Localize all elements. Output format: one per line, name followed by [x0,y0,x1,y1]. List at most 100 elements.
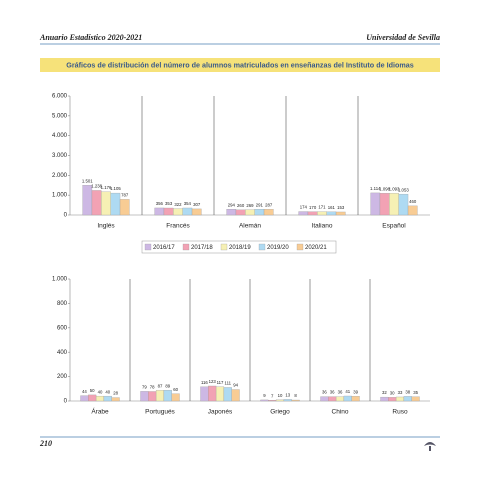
value-label: 307 [193,202,201,207]
bar [335,211,346,216]
legend-swatch [182,243,190,251]
value-label: 1.093 [389,186,400,191]
bar [411,396,420,402]
value-label: 787 [121,193,129,198]
y-tick-label: 2.000 [52,173,68,179]
bar [148,391,157,402]
value-label: 40 [98,389,103,394]
bar [110,192,121,216]
value-label: 39 [353,389,358,394]
bar [200,386,209,402]
y-tick-label: 1.000 [52,193,68,199]
x-tick-label: Inglés [97,223,115,230]
y-tick-label: 3.000 [52,153,68,159]
bar [317,211,327,216]
value-label: 1.114 [370,186,381,191]
value-label: 260 [237,203,245,208]
y-tick-label: 4.000 [52,133,68,139]
legend-swatch [144,243,152,251]
legend-label: 2020/21 [305,245,327,251]
bar [407,205,418,216]
value-label: 7 [271,393,274,398]
value-label: 161 [328,205,336,210]
value-label: 8 [294,393,297,398]
bar [283,399,292,402]
y-tick-label: 1.000 [52,277,68,283]
value-label: 40 [105,389,110,394]
y-tick-label: 6.000 [52,94,68,100]
y-tick-label: 600 [57,325,68,331]
x-tick-label: Griego [270,409,290,416]
value-label: 36 [322,390,327,395]
y-tick-label: 0 [64,213,68,219]
bar [389,193,399,216]
bar [235,209,246,216]
bar [403,396,412,402]
bar [260,399,269,402]
value-label: 87 [158,384,163,389]
legend-label: 2016/17 [153,245,175,251]
x-tick-label: Alemán [239,223,261,230]
value-label: 1.501 [82,178,93,183]
value-label: 291 [256,202,264,207]
value-label: 153 [337,205,345,210]
value-label: 287 [265,202,273,207]
bar [379,193,390,216]
value-label: 13 [285,393,290,398]
value-label: 30 [390,390,395,395]
bar [268,399,277,402]
bar [343,395,352,402]
bar [226,209,237,216]
legend-swatch [258,243,266,251]
bar [328,396,337,402]
x-tick-label: Ruso [392,409,408,416]
value-label: 356 [156,201,164,206]
value-label: 35 [413,390,418,395]
value-label: 269 [246,203,254,208]
value-label: 44 [82,389,87,394]
y-tick-label: 400 [57,350,68,356]
value-label: 10 [278,393,283,398]
bar [326,211,337,216]
bar [320,396,329,402]
legend-swatch [220,243,228,251]
bar [298,211,309,216]
value-label: 174 [300,205,308,210]
bar [388,397,397,402]
value-label: 38 [405,390,410,395]
value-label: 33 [398,390,403,395]
bar [370,192,381,216]
bar [103,395,112,402]
value-label: 36 [330,390,335,395]
x-tick-label: Chino [332,409,349,416]
value-label: 1.176 [101,185,112,190]
y-tick-label: 5.000 [52,113,68,119]
bar [398,193,409,216]
value-label: 171 [318,205,326,210]
bar [291,399,300,402]
bar [140,391,149,402]
bar [191,208,202,216]
value-label: 170 [309,205,317,210]
value-label: 1.238 [91,184,102,189]
bar [111,397,120,402]
value-label: 28 [113,391,118,396]
bar [231,389,240,402]
bar [163,207,174,216]
value-label: 50 [90,388,95,393]
bar [307,211,318,216]
bar [223,387,232,402]
bar [173,208,183,216]
bar [171,393,180,402]
value-label: 1.098 [379,186,390,191]
bar [263,209,274,216]
bar [101,191,111,216]
value-label: 1.053 [398,187,409,192]
header-left: Anuario Estadístico 2020-2021 [39,33,142,42]
x-tick-label: Español [382,223,406,230]
legend-label: 2017/18 [191,245,213,251]
bar [208,385,217,402]
bar [91,190,102,216]
x-tick-label: Portugués [145,409,175,416]
bar [275,399,285,402]
